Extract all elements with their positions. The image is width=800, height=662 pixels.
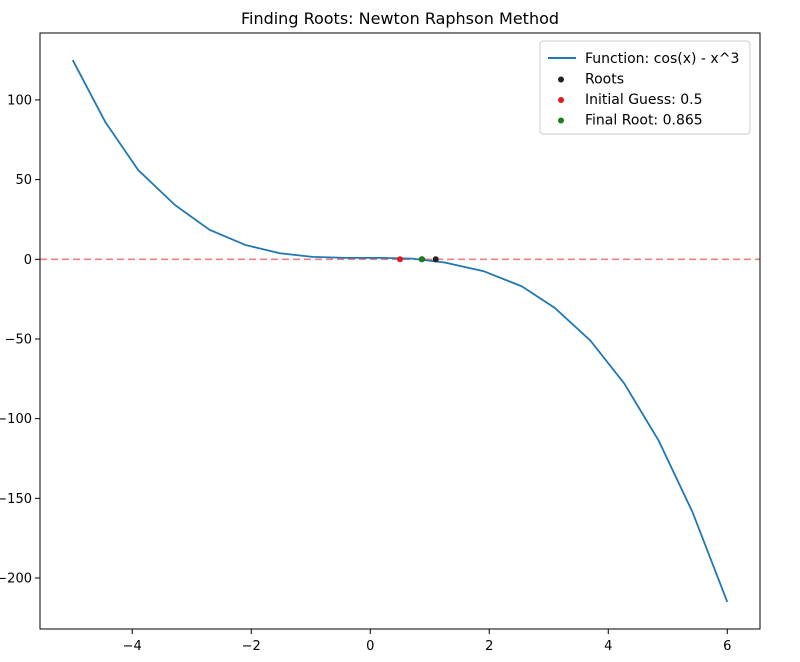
y-tick-label-6: −200 — [0, 572, 32, 587]
y-tick-label-0: 100 — [7, 93, 32, 108]
legend-label-0: Function: cos(x) - x^3 — [585, 51, 739, 67]
legend-label-3: Final Root: 0.865 — [585, 113, 703, 129]
series-2-point-0 — [397, 256, 403, 263]
series-3-point-0 — [418, 256, 425, 263]
chart-title: Finding Roots: Newton Raphson Method — [241, 9, 559, 28]
y-tick-label-2: 0 — [24, 253, 32, 268]
series-line-0 — [71, 59, 729, 603]
x-tick-label-4: 4 — [604, 639, 612, 654]
x-tick-label-1: −2 — [242, 639, 261, 654]
y-tick-label-5: −150 — [0, 492, 32, 507]
x-tick-label-2: 0 — [366, 639, 374, 654]
axes: −4 −2 0 2 4 6 100 50 0 −50 −100 −150 −200 — [0, 32, 761, 654]
legend-box — [539, 40, 751, 135]
plot-inner — [40, 59, 760, 603]
plot-area — [40, 59, 760, 603]
legend-marker-3 — [558, 117, 564, 124]
y-tick-label-3: −50 — [5, 332, 32, 347]
legend: Function: cos(x) - x^3 Roots Initial Guess… — [539, 40, 751, 135]
legend-marker-2 — [558, 97, 564, 103]
legend-marker-1 — [558, 76, 564, 83]
x-tick-label-0: −4 — [123, 639, 142, 654]
y-tick-label-1: 50 — [15, 173, 32, 188]
x-tick-label-5: 6 — [723, 639, 731, 654]
series-1-point-1 — [432, 256, 439, 263]
legend-label-1: Roots — [585, 72, 624, 88]
x-tick-label-3: 2 — [485, 639, 493, 654]
plot-frame — [39, 32, 761, 630]
y-tick-label-4: −100 — [0, 412, 32, 427]
legend-label-2: Initial Guess: 0.5 — [585, 92, 703, 108]
